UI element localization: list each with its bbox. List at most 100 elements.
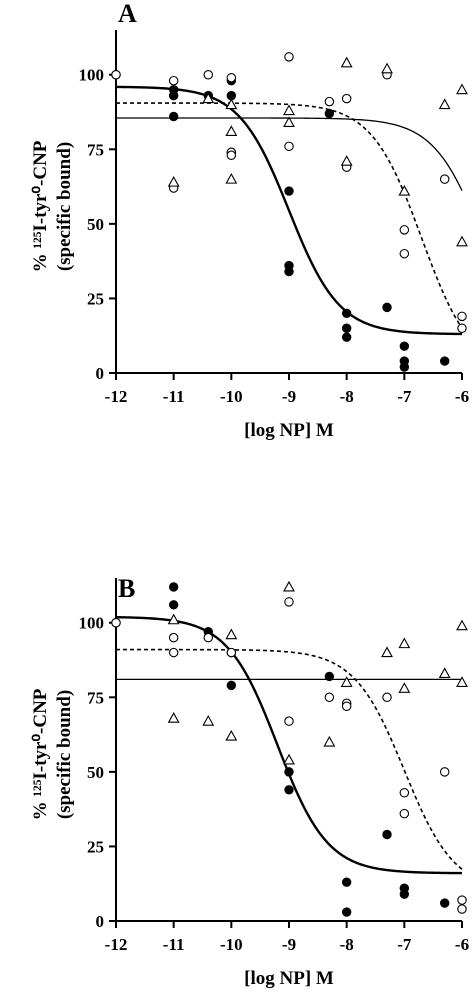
data-point-open-circle [284, 716, 294, 726]
panel-b: B 0 25 50 75 100 -12 -11 -10 -9 -8 -7 -6 [log NP] M % … [30, 574, 469, 989]
data-point-open-circle [168, 75, 179, 86]
data-point-open-circle [284, 597, 294, 607]
x-tick-label: -11 [163, 935, 185, 954]
x-axis-title: [log NP] M [244, 968, 334, 989]
data-point-filled-circle [440, 356, 450, 366]
data-point-open-circle [439, 174, 450, 184]
data-point-open-circle [168, 632, 179, 643]
data-point-open-circle [457, 895, 467, 905]
x-tick-label: -10 [220, 387, 243, 406]
data-point-filled-circle [168, 600, 179, 610]
data-point-open-triangle [340, 56, 353, 68]
data-point-filled-circle [284, 767, 294, 777]
data-point-open-triangle [283, 104, 295, 116]
data-point-filled-circle [226, 680, 237, 691]
data-point-filled-circle [284, 266, 294, 277]
data-point-open-triangle [167, 175, 180, 187]
data-point-open-triangle [202, 92, 215, 104]
data-point-open-circle [284, 52, 294, 62]
data-point-open-triangle [283, 753, 295, 765]
data-point-open-triangle [381, 62, 393, 74]
data-point-filled-circle [324, 671, 335, 682]
data-point-open-triangle [283, 116, 295, 128]
data-point-open-circle [457, 323, 467, 334]
data-point-open-circle [168, 647, 179, 658]
data-point-open-circle [399, 225, 410, 235]
y-tick-label: 25 [87, 289, 104, 308]
data-point-open-triangle [225, 125, 238, 136]
data-point-open-circle [203, 632, 214, 643]
data-point-open-triangle [398, 184, 411, 196]
y-tick-label: 50 [87, 763, 104, 782]
data-point-open-circle [382, 692, 392, 703]
data-point-open-circle [439, 767, 450, 777]
x-tick-label: -9 [282, 935, 296, 954]
data-point-open-circle [324, 96, 335, 107]
data-point-open-circle [399, 808, 410, 819]
data-point-filled-circle [399, 341, 410, 351]
y-axis-title-line: % ¹²⁵I-tyr⁰-CNP [30, 140, 51, 272]
data-point-filled-circle [341, 332, 352, 342]
y-axis-title-line: % ¹²⁵I-tyr⁰-CNP [30, 688, 51, 820]
data-point-open-triangle [225, 729, 238, 741]
panel-letter: B [118, 574, 135, 603]
data-point-open-circle [226, 72, 237, 83]
data-point-open-circle [226, 647, 237, 658]
data-point-filled-circle [341, 308, 352, 319]
data-point-open-circle [457, 311, 467, 322]
data-point-open-circle [341, 93, 352, 104]
x-tick-label: -9 [282, 387, 296, 406]
data-point-open-triangle [167, 613, 180, 625]
y-tick-label: 100 [79, 614, 105, 633]
y-tick-label: 75 [87, 688, 104, 707]
y-tick-label: 100 [79, 66, 105, 85]
data-point-filled-circle [341, 323, 352, 333]
data-point-open-circle [341, 701, 352, 712]
data-point-open-circle [284, 141, 294, 152]
data-point-filled-circle [399, 889, 410, 899]
data-point-filled-circle [168, 90, 179, 101]
x-tick-label: -6 [455, 935, 469, 954]
y-tick-label: 0 [96, 912, 105, 931]
data-point-open-triangle [283, 580, 295, 592]
y-tick-label: 75 [87, 140, 104, 159]
panel-a: A 0 25 50 75 100 -12 -11 -10 -9 -8 -7 -6 [log NP] M % … [30, 0, 469, 441]
data-point-filled-circle [382, 302, 392, 313]
data-point-filled-circle [324, 108, 335, 119]
data-point-filled-circle [284, 186, 294, 196]
data-point-open-triangle [225, 98, 238, 110]
panel-letter: A [118, 0, 137, 28]
data-point-open-circle [399, 248, 410, 259]
data-point-filled-circle [168, 111, 179, 122]
data-point-open-triangle [398, 637, 411, 649]
data-point-open-circle [111, 69, 121, 80]
data-point-open-triangle [225, 172, 238, 184]
data-point-open-triangle [456, 83, 468, 95]
data-point-open-triangle [323, 735, 336, 747]
fit-curve-filled-circle [115, 615, 463, 875]
fit-curve-open-triangle [116, 117, 463, 191]
data-point-filled-circle [382, 829, 392, 840]
y-axis-title-line: (specific bound) [54, 142, 75, 271]
data-point-open-triangle [340, 676, 353, 687]
fit-curve-open-circle [116, 102, 463, 329]
data-point-open-triangle [456, 619, 468, 631]
x-tick-label: -8 [340, 387, 354, 406]
data-point-open-triangle [438, 98, 451, 110]
data-point-open-triangle [456, 676, 468, 687]
data-point-filled-circle [399, 362, 410, 372]
x-tick-label: -7 [397, 387, 412, 406]
x-tick-label: -12 [105, 935, 128, 954]
data-point-filled-circle [440, 898, 450, 908]
data-point-open-triangle [202, 715, 215, 726]
data-point-open-circle [203, 69, 214, 80]
data-point-open-circle [399, 787, 410, 798]
data-point-open-triangle [456, 235, 468, 247]
data-point-open-triangle [438, 667, 451, 678]
x-tick-label: -10 [220, 935, 243, 954]
data-point-open-triangle [381, 646, 393, 658]
data-point-open-triangle [398, 682, 411, 693]
data-point-filled-circle [341, 877, 352, 887]
data-point-open-circle [457, 904, 467, 914]
